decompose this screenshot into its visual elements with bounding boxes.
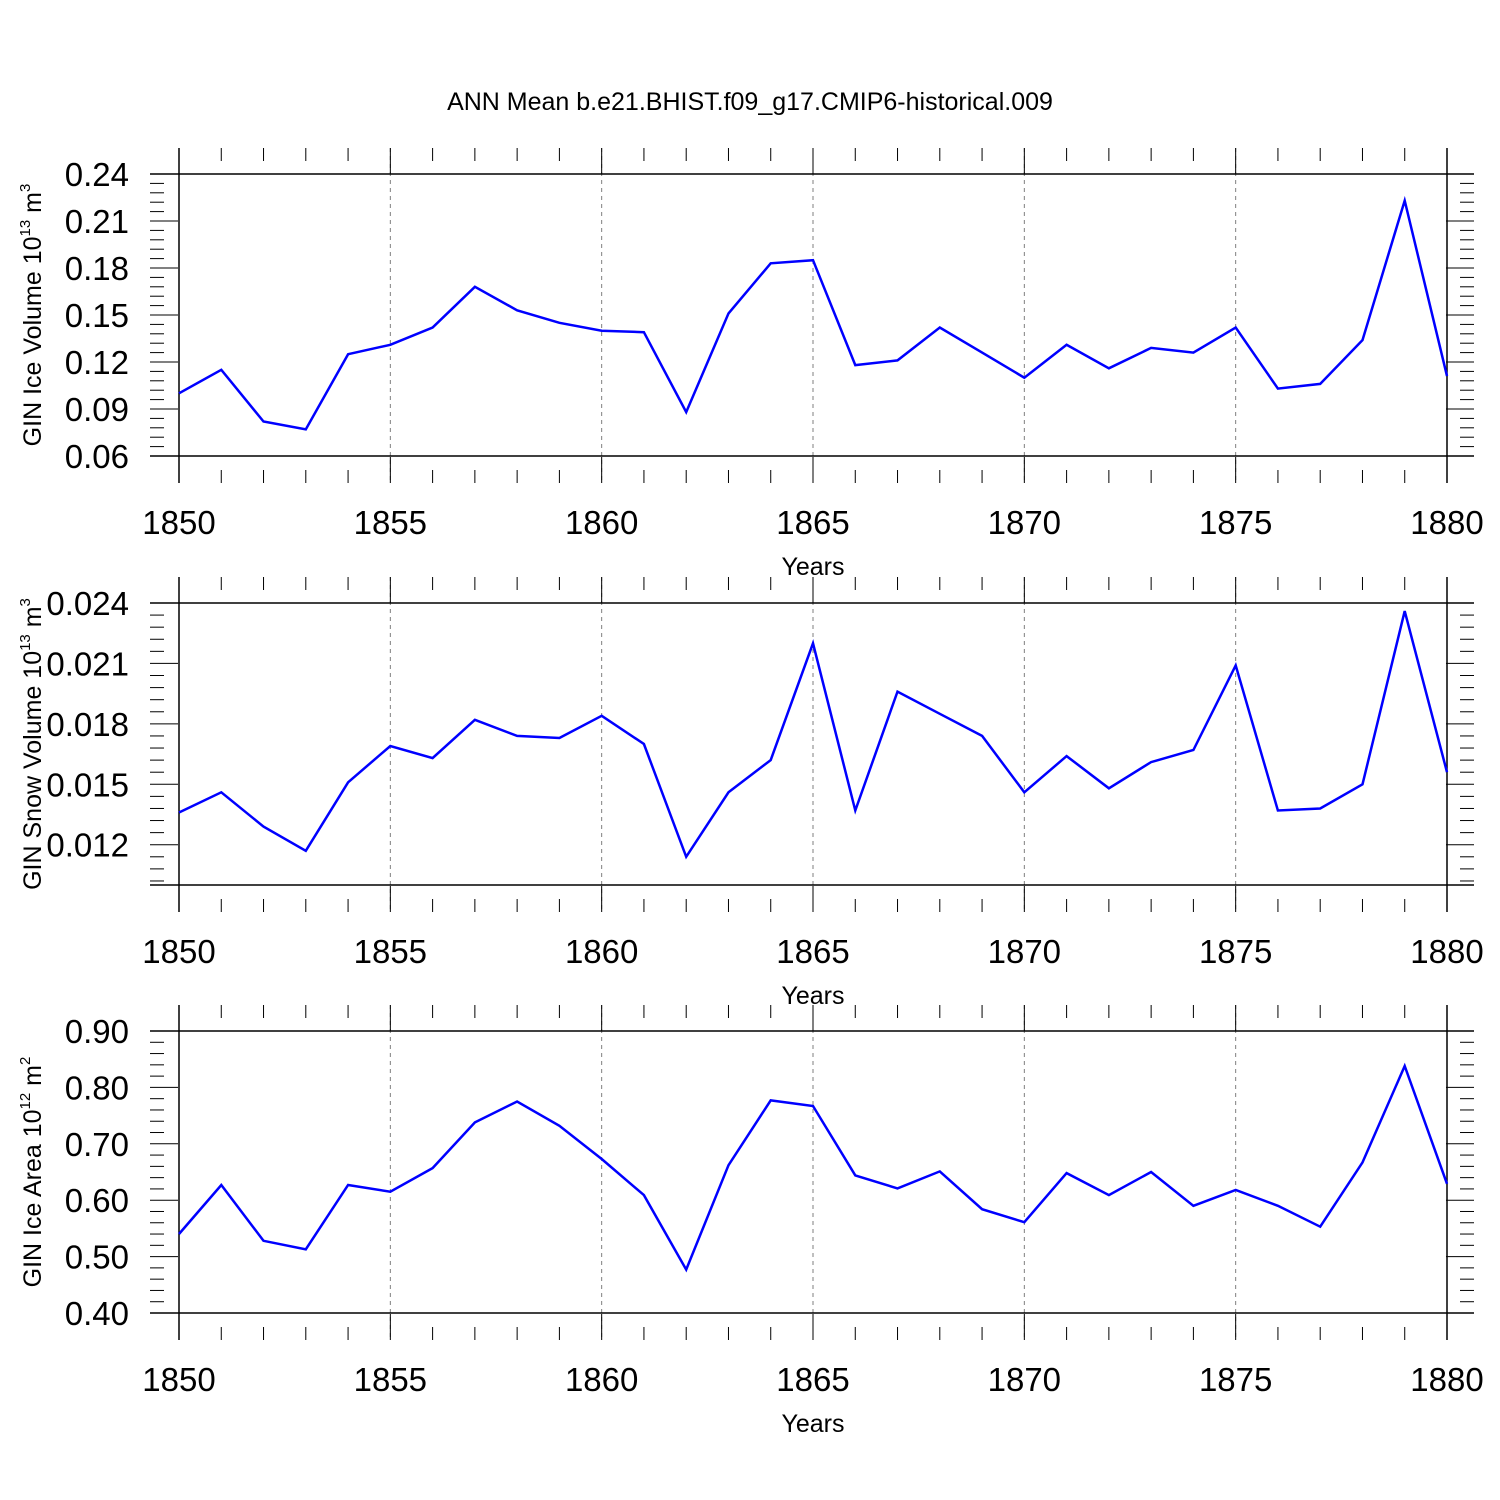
x-tick-label: 1850 — [142, 504, 215, 541]
figure-title: ANN Mean b.e21.BHIST.f09_g17.CMIP6-histo… — [447, 88, 1053, 116]
y-axis-label: GIN Ice Area 1012 m2 — [17, 1057, 47, 1288]
y-tick-label: 0.018 — [46, 706, 129, 743]
y-tick-label: 0.50 — [65, 1239, 129, 1276]
y-tick-label: 0.024 — [46, 585, 129, 622]
panels: 0.06 0.09 0.12 0.15 0.18 0.21 0.24 1850 1855 1860… — [17, 148, 1484, 1438]
x-tick-label: 1875 — [1199, 1361, 1272, 1398]
y-tick-label: 0.15 — [65, 297, 129, 334]
chart-panel-2: 0.012 0.015 0.018 0.021 0.024 1850 1855 1860 186… — [17, 577, 1484, 1010]
x-tick-label: 1880 — [1410, 933, 1483, 970]
y-tick-label: 0.40 — [65, 1295, 129, 1332]
x-tick-label: 1860 — [565, 504, 638, 541]
x-tick-label: 1870 — [988, 504, 1061, 541]
x-tick-label: 1870 — [988, 1361, 1061, 1398]
x-tick-label: 1870 — [988, 933, 1061, 970]
x-axis-label: Years — [781, 553, 844, 581]
x-tick-label: 1860 — [565, 933, 638, 970]
y-tick-label: 0.12 — [65, 344, 129, 381]
x-tick-label: 1860 — [565, 1361, 638, 1398]
x-tick-label: 1865 — [776, 504, 849, 541]
data-series-line — [178, 195, 1449, 431]
x-tick-label: 1880 — [1410, 1361, 1483, 1398]
x-tick-label: 1865 — [776, 1361, 849, 1398]
y-tick-label: 0.90 — [65, 1013, 129, 1050]
y-tick-label: 0.06 — [65, 438, 129, 475]
y-tick-label: 0.021 — [46, 645, 129, 682]
y-tick-label: 0.70 — [65, 1126, 129, 1163]
chart-panel-1: 0.06 0.09 0.12 0.15 0.18 0.21 0.24 1850 1855 1860… — [17, 148, 1484, 581]
y-tick-label: 0.09 — [65, 391, 129, 428]
y-tick-label: 0.80 — [65, 1069, 129, 1106]
y-axis-label: GIN Ice Volume 1013 m3 — [17, 184, 47, 447]
y-tick-label: 0.60 — [65, 1182, 129, 1219]
y-tick-label: 0.18 — [65, 250, 129, 287]
x-tick-label: 1855 — [354, 933, 427, 970]
data-series-line — [178, 610, 1449, 860]
y-tick-label: 0.24 — [65, 156, 129, 193]
y-tick-label: 0.015 — [46, 766, 129, 803]
y-axis-label: GIN Snow Volume 1013 m3 — [17, 598, 47, 890]
x-axis-label: Years — [781, 1410, 844, 1438]
data-series-line — [178, 1062, 1449, 1273]
x-tick-label: 1850 — [142, 1361, 215, 1398]
x-tick-label: 1875 — [1199, 504, 1272, 541]
x-tick-label: 1865 — [776, 933, 849, 970]
x-tick-label: 1850 — [142, 933, 215, 970]
y-tick-label: 0.21 — [65, 203, 129, 240]
x-tick-label: 1875 — [1199, 933, 1272, 970]
x-tick-label: 1880 — [1410, 504, 1483, 541]
x-tick-label: 1855 — [354, 1361, 427, 1398]
y-tick-label: 0.012 — [46, 827, 129, 864]
x-tick-label: 1855 — [354, 504, 427, 541]
chart-panel-3: 0.40 0.50 0.60 0.70 0.80 0.90 1850 1855 1860 1865… — [17, 1005, 1484, 1438]
